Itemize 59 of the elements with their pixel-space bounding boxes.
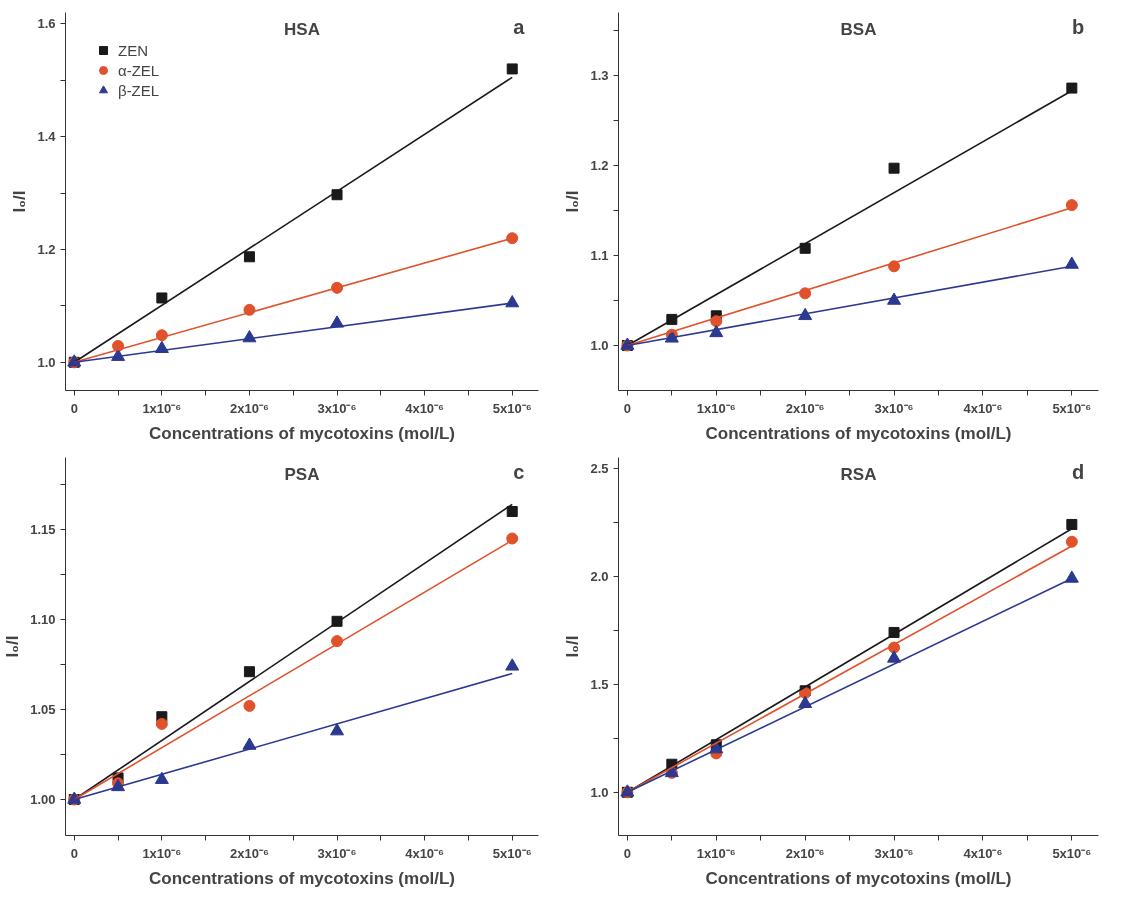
y-axis-title: I₀/I (10, 190, 30, 213)
y-tick-label: 2.0 (590, 568, 609, 584)
y-tick-label: 1.00 (30, 792, 56, 807)
x-tick-label: 1x10⁻⁶ (696, 845, 736, 861)
x-tick-label: 4x10⁻⁶ (405, 400, 445, 416)
x-tick-label: 1x10⁻⁶ (696, 400, 736, 416)
y-tick-label: 1.5 (590, 676, 609, 692)
y-tick-label: 1.15 (30, 522, 56, 537)
y-tick-label: 1.1 (590, 248, 609, 263)
x-tick-label: 2x10⁻⁶ (785, 400, 825, 416)
x-tick-label: 1x10⁻⁶ (142, 400, 182, 416)
y-axis-title: I₀/I (563, 190, 583, 213)
x-tick-label: 0 (70, 845, 78, 861)
x-tick-label: 2x10⁻⁶ (785, 845, 825, 861)
y-tick-label: 1.0 (590, 338, 609, 353)
y-axis-title: I₀/I (563, 635, 583, 658)
x-tick-label: 2x10⁻⁶ (229, 400, 269, 416)
x-tick-label: 2x10⁻⁶ (229, 845, 269, 861)
annotation: d (1071, 461, 1085, 484)
annotation: a (513, 16, 526, 39)
x-tick-label: 4x10⁻⁶ (963, 400, 1003, 416)
x-tick-label: 0 (623, 400, 632, 416)
x-tick-label: 4x10⁻⁶ (405, 845, 445, 861)
text: HSA (284, 20, 320, 40)
x-tick-label: 5x10⁻⁶ (492, 845, 532, 861)
x-tick-label: 3x10⁻⁶ (874, 845, 914, 861)
legend-label: ZEN (118, 41, 148, 59)
x-tick-label: 0 (70, 400, 78, 416)
chart-title: RSA (840, 465, 877, 485)
y-tick-label: 1.05 (30, 702, 56, 717)
y-tick-label: 1.2 (590, 158, 609, 173)
x-tick-label: 0 (623, 845, 632, 861)
x-axis-title: Concentrations of mycotoxins (mol/L) (148, 423, 456, 443)
y-tick-label: 1.10 (30, 612, 56, 627)
text: PSA (284, 465, 320, 485)
text: BSA (840, 20, 877, 40)
x-tick-label: 3x10⁻⁶ (317, 400, 357, 416)
y-tick-label: 1.0 (37, 354, 56, 370)
x-tick-label: 3x10⁻⁶ (874, 400, 914, 416)
x-axis-title: Concentrations of mycotoxins (mol/L) (148, 868, 456, 888)
x-axis-title: Concentrations of mycotoxins (mol/L) (705, 868, 1012, 888)
y-axis-title: I₀/I (3, 635, 23, 658)
y-tick-label: 1.2 (37, 241, 56, 257)
annotation: c (513, 461, 525, 484)
legend-label: α-ZEL (118, 61, 160, 79)
y-tick-label: 1.0 (590, 784, 609, 800)
x-tick-label: 5x10⁻⁶ (1052, 845, 1092, 861)
annotation: b (1071, 16, 1085, 39)
y-tick-label: 1.3 (590, 68, 609, 83)
legend-label: β-ZEL (118, 81, 160, 99)
y-tick-label: 1.6 (37, 16, 56, 32)
x-tick-label: 4x10⁻⁶ (963, 845, 1003, 861)
x-tick-label: 5x10⁻⁶ (492, 400, 532, 416)
y-tick-label: 2.5 (590, 460, 609, 476)
y-tick-label: 1.4 (37, 129, 57, 145)
x-tick-label: 3x10⁻⁶ (317, 845, 357, 861)
x-axis-title: Concentrations of mycotoxins (mol/L) (705, 423, 1012, 443)
x-tick-label: 5x10⁻⁶ (1052, 400, 1092, 416)
x-tick-label: 1x10⁻⁶ (142, 845, 182, 861)
